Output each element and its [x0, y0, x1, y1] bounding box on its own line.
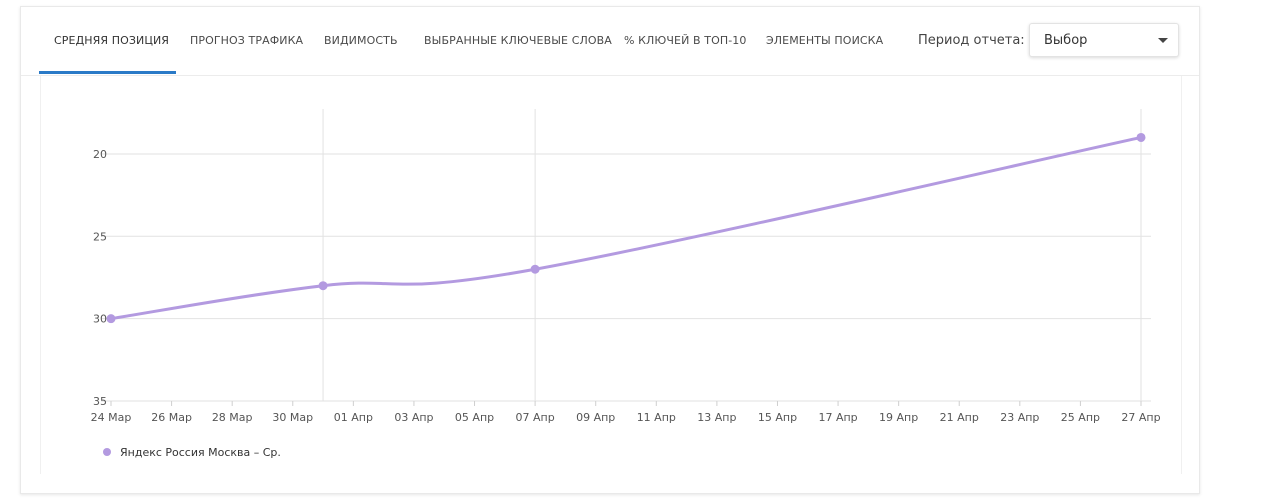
period-select[interactable]: Выбор [1029, 23, 1179, 57]
x-tick-label: 19 Апр [879, 411, 918, 424]
x-tick-label: 26 Мар [151, 411, 192, 424]
line-chart: 20 25 30 35 24 Мар 26 Мар 28 Мар 30 Мар 01 Апр 03… [91, 109, 1161, 459]
data-point [106, 314, 116, 324]
caret-down-icon [1158, 38, 1168, 43]
data-point [530, 264, 540, 274]
chart-area: 20 25 30 35 24 Мар 26 Мар 28 Мар 30 Мар 01 Апр 03… [40, 76, 1182, 474]
data-point [318, 281, 328, 291]
x-tick-label: 01 Апр [334, 411, 373, 424]
x-tick-label: 13 Апр [697, 411, 736, 424]
period-label: Период отчета: [918, 33, 1025, 48]
tab-search-elements[interactable]: ЭЛЕМЕНТЫ ПОИСКА [766, 34, 884, 47]
data-point [1136, 132, 1146, 142]
x-tick-label: 11 Апр [637, 411, 676, 424]
tab-top10-keywords[interactable]: % КЛЮЧЕЙ В ТОП-10 [624, 34, 747, 47]
x-tick-label: 05 Апр [455, 411, 494, 424]
tab-average-position[interactable]: СРЕДНЯЯ ПОЗИЦИЯ [54, 34, 170, 47]
period-select-value: Выбор [1044, 33, 1088, 48]
x-tick-label: 25 Апр [1061, 411, 1100, 424]
y-tick-label: 35 [93, 395, 107, 408]
active-tab-indicator [39, 71, 176, 74]
tab-visibility[interactable]: ВИДИМОСТЬ [324, 34, 398, 47]
y-tick-label: 25 [93, 230, 107, 243]
legend-label: Яндекс Россия Москва – Ср. [120, 446, 281, 459]
x-tick-label: 15 Апр [758, 411, 797, 424]
tab-bar: СРЕДНЯЯ ПОЗИЦИЯ ПРОГНОЗ ТРАФИКА ВИДИМОСТ… [21, 7, 1199, 76]
x-tick-label: 03 Апр [394, 411, 433, 424]
x-tick-label: 21 Апр [940, 411, 979, 424]
x-tick-label: 30 Мар [272, 411, 313, 424]
chart-card: СРЕДНЯЯ ПОЗИЦИЯ ПРОГНОЗ ТРАФИКА ВИДИМОСТ… [20, 6, 1200, 494]
x-tick-label: 28 Мар [212, 411, 253, 424]
legend-marker [103, 448, 111, 456]
y-tick-label: 20 [93, 148, 107, 161]
series-line [109, 135, 1143, 321]
x-tick-label: 24 Мар [91, 411, 132, 424]
x-tick-label: 27 Апр [1121, 411, 1160, 424]
tab-selected-keywords[interactable]: ВЫБРАННЫЕ КЛЮЧЕВЫЕ СЛОВА [424, 34, 612, 47]
tab-traffic-forecast[interactable]: ПРОГНОЗ ТРАФИКА [190, 34, 304, 47]
x-tick-label: 23 Апр [1000, 411, 1039, 424]
x-tick-label: 09 Апр [576, 411, 615, 424]
y-tick-label: 30 [93, 313, 107, 326]
x-tick-label: 07 Апр [516, 411, 555, 424]
x-tick-label: 17 Апр [818, 411, 857, 424]
